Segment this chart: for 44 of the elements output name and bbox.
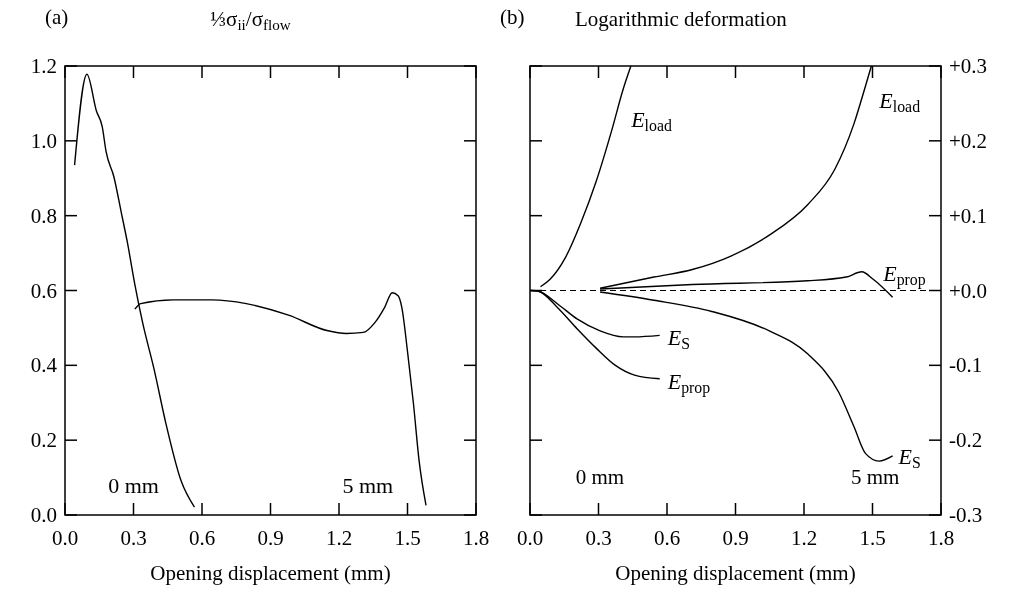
chart-title: (b) [500, 5, 525, 29]
y2-tick-label: +0.2 [949, 128, 988, 153]
x-axis-title: Opening displacement (mm) [150, 561, 391, 585]
y2-tick-label: +0.0 [949, 278, 988, 303]
annotation: 0 mm [575, 464, 625, 489]
x-tick-label: 1.5 [859, 526, 886, 550]
x-tick-label: 1.8 [927, 526, 955, 550]
x-tick-label: 1.2 [790, 526, 818, 550]
series-label: E$_{prop}$ [882, 261, 926, 290]
series-label: E$_{S}$ [897, 443, 921, 471]
x-tick-label: 0.9 [722, 526, 749, 550]
y-tick-label: 0.6 [30, 278, 57, 303]
x-tick-label: 0.6 [653, 526, 681, 550]
y-tick-label: 1.0 [30, 128, 57, 153]
y2-axis-title: Logarithmic deformation [575, 7, 788, 31]
x-tick-label: 0.3 [120, 526, 147, 550]
series-label: 0 mm [108, 472, 159, 498]
annotation: 5 mm [851, 464, 900, 489]
x-tick-label: 0.3 [585, 526, 612, 550]
y-tick-label: 1.2 [30, 54, 57, 78]
y2-tick-label: +0.1 [949, 203, 988, 228]
y2-tick-label: -0.3 [949, 503, 983, 527]
y2-tick-label: +0.3 [949, 54, 988, 78]
x-tick-label: 0.0 [51, 526, 79, 550]
y-tick-label: 0.8 [30, 203, 57, 228]
y-tick-label: 0.0 [30, 503, 57, 527]
x-tick-label: 1.2 [325, 526, 353, 550]
y2-tick-label: -0.2 [949, 428, 983, 453]
legend-label: E$_{load}$ [878, 88, 921, 115]
x-tick-label: 1.5 [394, 526, 421, 550]
x-tick-label: 0.0 [516, 526, 544, 550]
y-tick-label: 0.4 [30, 353, 58, 378]
x-tick-label: 0.6 [188, 526, 216, 550]
x-axis-title: Opening displacement (mm) [615, 561, 856, 585]
x-tick-label: 0.9 [257, 526, 284, 550]
y-axis-title: ⅓σ$_{ii}$/σ$_{flow}$ [210, 7, 291, 33]
y-tick-label: 0.2 [30, 428, 57, 453]
series-label: 5 mm [342, 473, 394, 499]
series-label: E$_{load}$ [630, 107, 672, 135]
series-label: E$_{S}$ [666, 325, 690, 353]
chart-title: (a) [45, 5, 69, 29]
x-tick-label: 1.8 [462, 526, 490, 550]
y2-tick-label: -0.1 [949, 353, 983, 378]
series-label: E$_{prop}$ [666, 368, 711, 397]
